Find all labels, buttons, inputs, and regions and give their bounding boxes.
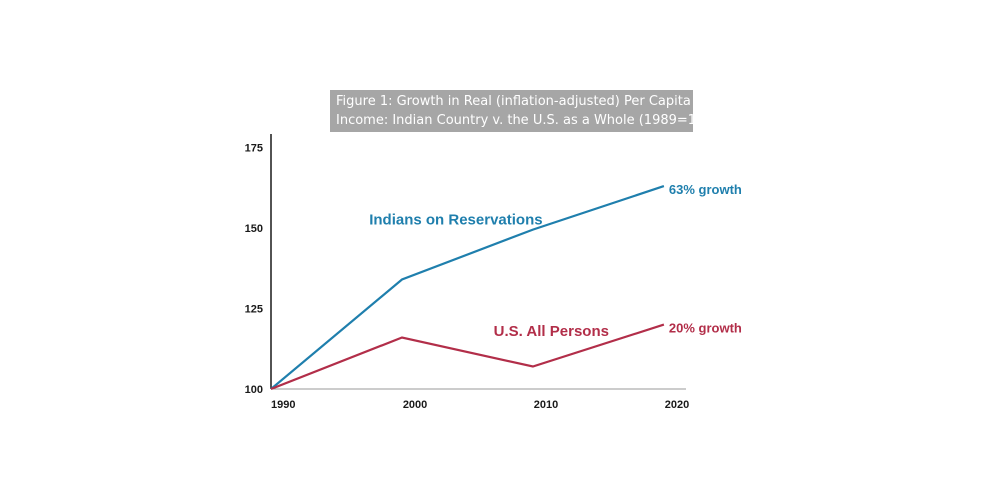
x-tick-label: 2010 (534, 399, 558, 411)
series-label: Indians on Reservations (369, 212, 542, 229)
x-tick-label: 1990 (271, 399, 295, 411)
chart-title-line-2: Income: Indian Country v. the U.S. as a … (336, 113, 718, 128)
series-label: U.S. All Persons (494, 323, 609, 340)
y-tick-label: 125 (245, 303, 263, 315)
series-line-indians-on-reservations (270, 185, 665, 390)
growth-label: 63% growth (669, 182, 742, 197)
x-tick-label: 2020 (665, 399, 689, 411)
chart-title: Figure 1: Growth in Real (inflation-adju… (330, 90, 718, 132)
y-tick-label: 100 (245, 384, 263, 396)
x-tick-label: 2000 (403, 399, 427, 411)
y-tick-label: 150 (245, 223, 263, 235)
y-tick-label: 175 (245, 142, 263, 154)
chart-title-line-1: Figure 1: Growth in Real (inflation-adju… (336, 94, 691, 109)
series-line-us-all-persons (270, 323, 665, 391)
growth-label: 20% growth (669, 321, 742, 336)
